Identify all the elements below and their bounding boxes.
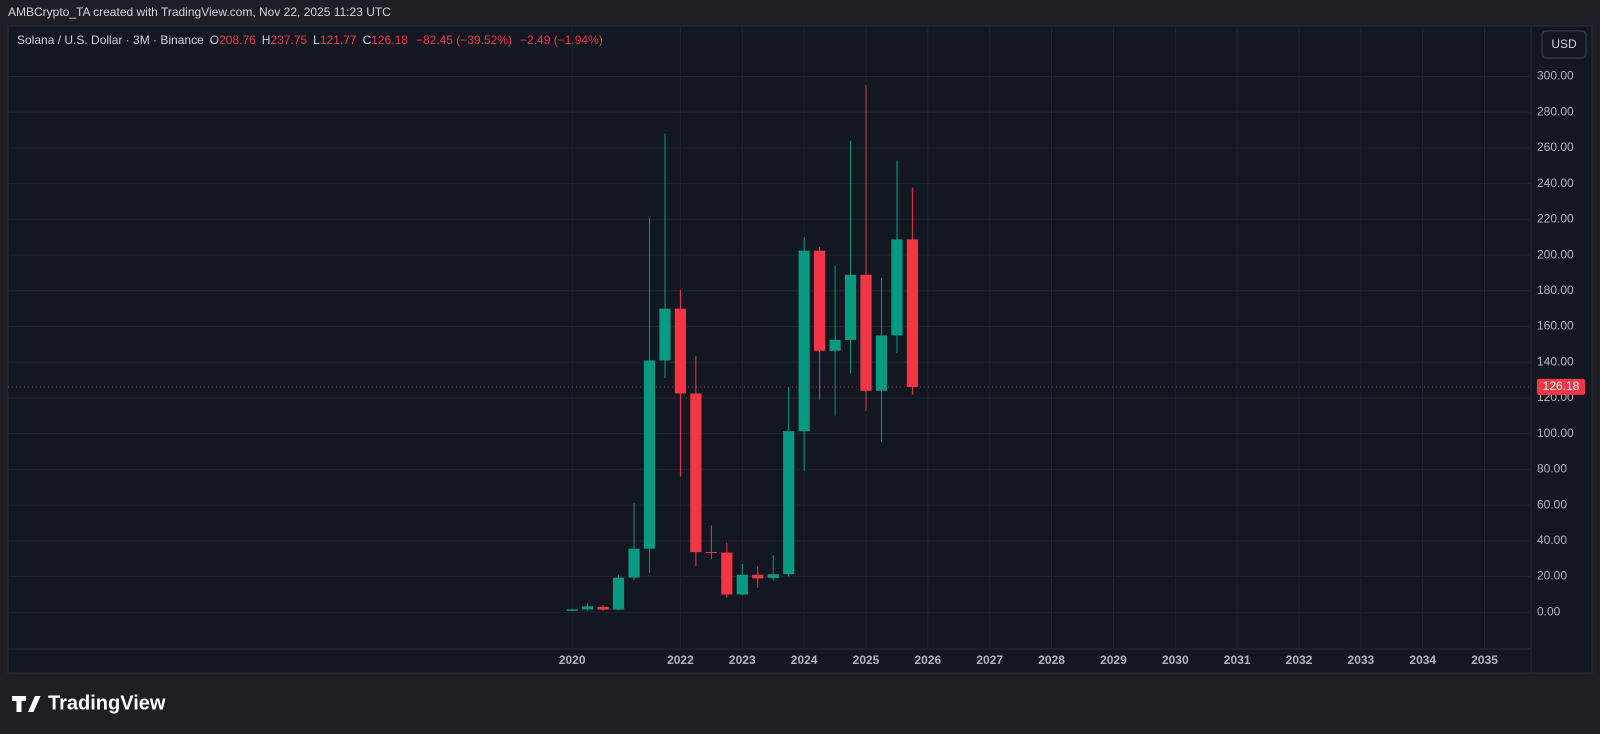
label-o: O xyxy=(210,33,219,47)
y-tick-label: 0.00 xyxy=(1537,604,1561,618)
candle-body xyxy=(597,606,609,610)
x-tick-label: 2025 xyxy=(853,653,880,667)
x-tick-label: 2027 xyxy=(976,653,1003,667)
candle-body xyxy=(814,250,826,351)
currency[interactable]: USD xyxy=(1551,37,1577,51)
candle-body xyxy=(582,606,594,610)
candle-body xyxy=(705,552,717,554)
candle-body xyxy=(752,574,764,579)
candle-body xyxy=(628,548,640,578)
change: −82.45 (−39.52%) xyxy=(416,33,512,47)
high-value: 237.75 xyxy=(270,33,307,47)
legend: Solana / U.S. Dollar · 3M · Binance O208.… xyxy=(17,33,603,47)
candle-body xyxy=(829,339,841,351)
x-tick-label: 2034 xyxy=(1409,653,1436,667)
y-tick-label: 280.00 xyxy=(1537,104,1574,118)
y-tick-label: 100.00 xyxy=(1537,426,1574,440)
y-tick-label: 240.00 xyxy=(1537,176,1574,190)
candle-body xyxy=(566,609,578,611)
candle-body xyxy=(767,574,779,578)
logo-icon xyxy=(12,696,41,712)
y-tick-label: 160.00 xyxy=(1537,319,1574,333)
x-tick-label: 2032 xyxy=(1286,653,1313,667)
x-tick-label: 2031 xyxy=(1224,653,1251,667)
y-tick-label: 180.00 xyxy=(1537,283,1574,297)
close-value: 126.18 xyxy=(371,33,408,47)
candle-body xyxy=(643,360,656,549)
y-tick-label: 300.00 xyxy=(1537,69,1574,83)
x-tick-label: 2033 xyxy=(1348,653,1375,667)
candles xyxy=(566,84,918,612)
label-h: H xyxy=(262,33,271,47)
last-price-label: 126.18 xyxy=(1543,379,1580,393)
candle-body xyxy=(721,552,733,595)
change-live: −2.49 (−1.94%) xyxy=(520,33,603,47)
y-tick-label: 20.00 xyxy=(1537,569,1567,583)
x-tick-label: 2026 xyxy=(915,653,942,667)
y-tick-label: 140.00 xyxy=(1537,354,1574,368)
x-tick-label: 2023 xyxy=(729,653,756,667)
logo: TradingView xyxy=(48,692,166,714)
y-tick-label: 200.00 xyxy=(1537,247,1574,261)
x-tick-label: 2024 xyxy=(791,653,818,667)
candle-body xyxy=(690,393,702,553)
y-tick-label: 260.00 xyxy=(1537,140,1574,154)
header-credit: AMBCrypto_TA created with TradingView.co… xyxy=(8,5,391,19)
candle-body xyxy=(783,431,795,575)
label-c: C xyxy=(363,33,372,47)
x-tick-label: 2020 xyxy=(559,653,586,667)
candle-body xyxy=(875,335,888,391)
candle-body xyxy=(844,274,857,340)
grid xyxy=(8,26,1531,649)
x-tick-label: 2029 xyxy=(1100,653,1127,667)
open-value: 208.76 xyxy=(219,33,256,47)
label-l: L xyxy=(313,33,320,47)
candle-body xyxy=(659,308,671,361)
candle-body xyxy=(736,574,748,595)
currency-button[interactable] xyxy=(1541,30,1587,59)
candle-body xyxy=(798,250,810,432)
x-tick-label: 2028 xyxy=(1038,653,1065,667)
y-tick-label: 60.00 xyxy=(1537,497,1567,511)
candle-body xyxy=(906,239,918,387)
y-tick-label: 40.00 xyxy=(1537,533,1567,547)
low-value: 121.77 xyxy=(320,33,357,47)
candle-body xyxy=(674,308,687,394)
x-tick-label: 2035 xyxy=(1471,653,1498,667)
x-tick-label: 2022 xyxy=(667,653,694,667)
y-tick-label: 80.00 xyxy=(1537,462,1567,476)
candle-body xyxy=(860,274,872,391)
candle-body xyxy=(891,239,903,336)
symbol: Solana / U.S. Dollar · 3M · Binance xyxy=(17,33,204,47)
x-tick-label: 2030 xyxy=(1162,653,1189,667)
candle-body xyxy=(612,577,625,610)
y-tick-label: 220.00 xyxy=(1537,212,1574,226)
last-price-box xyxy=(1537,378,1585,395)
